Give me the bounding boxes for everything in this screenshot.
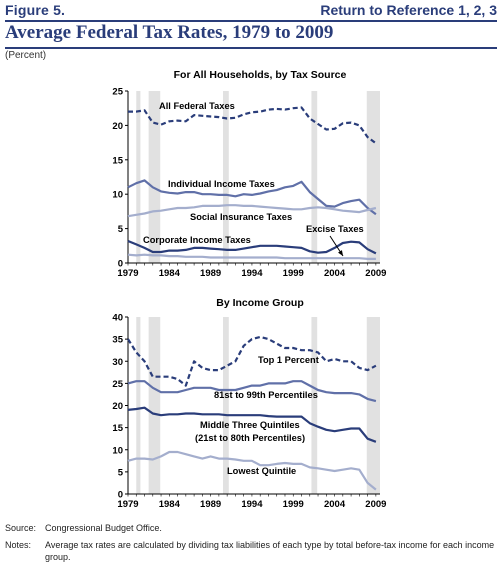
series-line-excise-taxes bbox=[127, 253, 376, 260]
y-tick-label: 35 bbox=[112, 335, 123, 346]
y-tick-label: 15 bbox=[112, 423, 123, 434]
return-to-reference-link[interactable]: Return to Reference 1, 2, 3 bbox=[320, 2, 497, 18]
x-tick-label: 1979 bbox=[117, 499, 138, 510]
recession-band bbox=[223, 91, 229, 263]
y-tick-label: 30 bbox=[112, 357, 123, 368]
recession-band bbox=[148, 91, 161, 263]
x-tick-label: 2004 bbox=[324, 268, 346, 279]
source-label: Source: bbox=[5, 523, 37, 533]
figure-header: Figure 5. Return to Reference 1, 2, 3 bbox=[5, 2, 497, 22]
recession-band bbox=[223, 317, 229, 494]
series-line-lowest-quintile bbox=[127, 450, 377, 491]
x-tick-label: 1979 bbox=[117, 268, 138, 279]
series-line-all-federal-taxes bbox=[128, 106, 377, 145]
panel-title: By Income Group bbox=[216, 297, 304, 309]
x-tick-label: 1999 bbox=[283, 499, 304, 510]
figure-label: Figure 5. bbox=[5, 2, 66, 18]
series-line-social-insurance-taxes bbox=[127, 204, 377, 218]
y-tick-label: 5 bbox=[118, 467, 124, 478]
recession-band bbox=[311, 317, 318, 494]
recession-band bbox=[136, 317, 141, 494]
income-group-chart: By Income Group 0 5 10 15 20 25 30 35 40 1979 1984 1… bbox=[112, 297, 386, 510]
series-line-corporate-income-taxes bbox=[127, 239, 377, 255]
series-line-individual-income-taxes bbox=[127, 179, 377, 216]
annotation-81st-to-99th-percentiles: 81st to 99th Percentiles bbox=[214, 390, 318, 400]
annotation-excise-taxes: Excise Taxes bbox=[306, 224, 364, 234]
series-line-81st-to-99th-percentiles bbox=[127, 380, 377, 403]
y-tick-label: 25 bbox=[112, 379, 123, 390]
annotation-all-federal-taxes: All Federal Taxes bbox=[159, 101, 235, 111]
y-tick-label: 10 bbox=[112, 190, 123, 201]
x-tick-label: 1994 bbox=[241, 499, 263, 510]
series-line-top-1-percent bbox=[127, 335, 377, 387]
x-tick-label: 1994 bbox=[241, 268, 263, 279]
source-note: Source: Congressional Budget Office. bbox=[5, 522, 495, 534]
units-label: (Percent) bbox=[5, 50, 47, 61]
figure-title: Average Federal Tax Rates, 1979 to 2009 bbox=[5, 22, 497, 49]
y-tick-label: 10 bbox=[112, 445, 123, 456]
annotation-individual-income-taxes: Individual Income Taxes bbox=[168, 179, 275, 189]
y-tick-label: 40 bbox=[112, 313, 123, 324]
notes-block: Notes: Average tax rates are calculated b… bbox=[5, 539, 495, 563]
panel-title: For All Households, by Tax Source bbox=[174, 69, 347, 81]
y-tick-label: 0 bbox=[118, 259, 123, 270]
y-tick-label: 25 bbox=[112, 87, 123, 98]
tax-source-chart: For All Households, by Tax Source 0 5 10 15 2… bbox=[112, 69, 386, 279]
y-tick-label: 20 bbox=[112, 121, 123, 132]
y-tick-label: 20 bbox=[112, 401, 123, 412]
x-tick-label: 1989 bbox=[200, 499, 221, 510]
source-text: Congressional Budget Office. bbox=[45, 523, 162, 533]
annotation-lowest-quintile: Lowest Quintile bbox=[227, 466, 296, 476]
x-tick-label: 2009 bbox=[365, 268, 386, 279]
annotation-social-insurance-taxes: Social Insurance Taxes bbox=[190, 212, 292, 222]
recession-band bbox=[366, 317, 380, 494]
annotation-corporate-income-taxes: Corporate Income Taxes bbox=[143, 235, 251, 245]
annotation-middle-three-quintiles: Middle Three Quintiles bbox=[200, 420, 300, 430]
notes-text: Average tax rates are calculated by divi… bbox=[45, 540, 495, 562]
annotation-top-1-percent: Top 1 Percent bbox=[258, 355, 319, 365]
series-line-middle-three-quintiles bbox=[127, 406, 377, 443]
annotation-21st-to-80th-percentiles: (21st to 80th Percentiles) bbox=[195, 433, 305, 443]
excise-arrow-head bbox=[338, 250, 343, 256]
recession-band bbox=[311, 91, 318, 263]
x-tick-label: 1989 bbox=[200, 268, 221, 279]
recession-band bbox=[366, 91, 380, 263]
x-tick-label: 2004 bbox=[324, 499, 346, 510]
x-tick-label: 1984 bbox=[159, 499, 181, 510]
y-tick-label: 15 bbox=[112, 155, 123, 166]
x-tick-label: 1984 bbox=[159, 268, 181, 279]
y-tick-label: 5 bbox=[118, 224, 124, 235]
recession-band bbox=[136, 91, 141, 263]
x-tick-label: 1999 bbox=[283, 268, 304, 279]
notes-label: Notes: bbox=[5, 540, 32, 550]
y-tick-label: 0 bbox=[118, 490, 123, 501]
x-tick-label: 2009 bbox=[365, 499, 386, 510]
recession-band bbox=[148, 317, 161, 494]
